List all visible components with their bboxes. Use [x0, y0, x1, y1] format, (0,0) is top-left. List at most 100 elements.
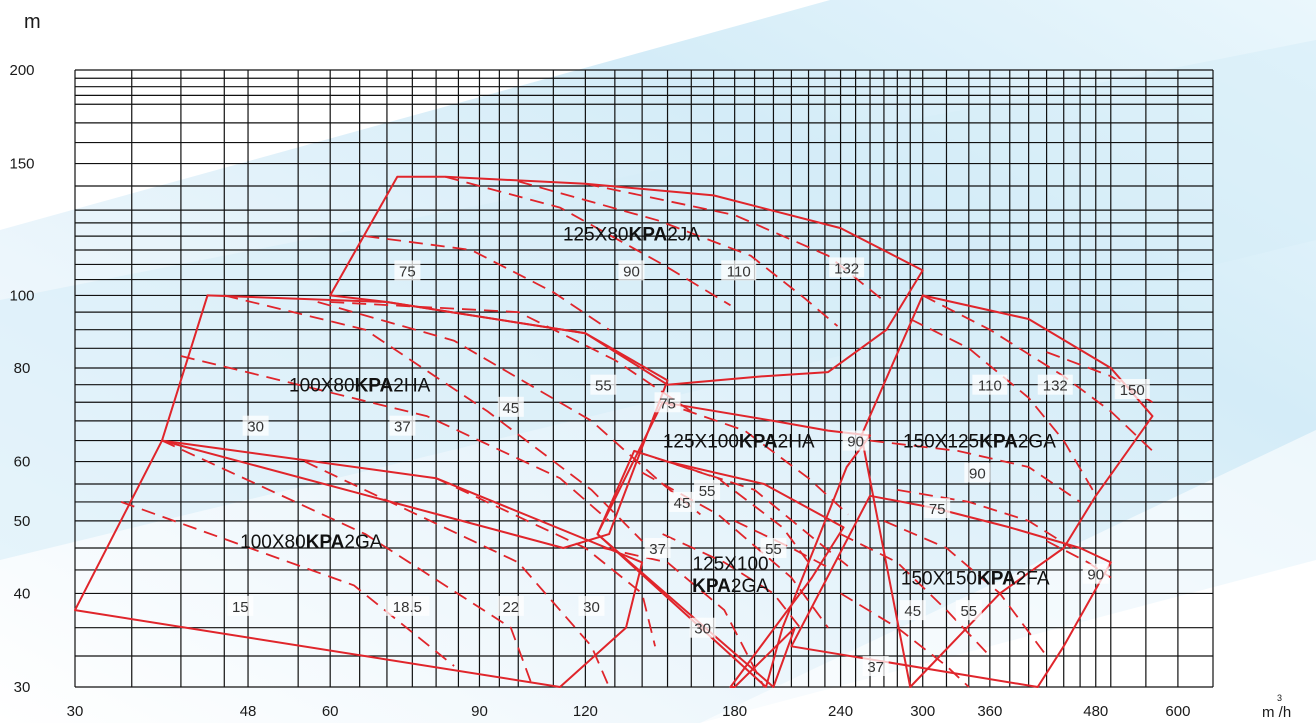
power-label-bg [578, 595, 605, 616]
power-label: 15 [232, 599, 249, 616]
y-tick-label: 60 [14, 454, 31, 471]
power-curve-100x80kpa2ga [435, 477, 656, 647]
power-curve-150x125kpa2ga [869, 439, 1081, 503]
pump-label-125x80kpa2ja: 125X80KPA2JA [563, 224, 700, 245]
grid [74, 69, 1214, 688]
power-label: 37 [394, 419, 411, 436]
power-label: 75 [399, 263, 416, 280]
power-label-bg [964, 462, 991, 483]
power-curve-100x80kpa2ga [304, 460, 610, 688]
y-axis-label: m [24, 11, 41, 33]
x-axis-unit: m /h 3 [1262, 693, 1291, 721]
y-tick-label: 80 [14, 360, 31, 377]
power-curve-125x100kpa2ga [662, 533, 801, 629]
power-label: 37 [649, 541, 666, 558]
power-curve-125x100kpa2ga [734, 520, 834, 571]
power-curve-125x80kpa2ja [365, 235, 610, 331]
power-label: 55 [595, 378, 612, 395]
power-label: 110 [978, 378, 1002, 395]
pump-label-150x150kpa2fa: 150X150KPA2FA [901, 569, 1050, 590]
pump-label-100x80kpa2ha: 100X80KPA2HA [289, 376, 431, 397]
power-label-bg [242, 415, 269, 436]
power-label: 75 [929, 501, 946, 518]
power-curve-150x125kpa2ga [897, 489, 1073, 549]
x-tick-label: 300 [910, 703, 935, 720]
axis-ticks: 30 48 60 90 120 180 240 300 360 480 600 30 40 50 60 80 1… [9, 62, 1190, 720]
x-tick-label: 30 [67, 703, 84, 720]
power-label: 30 [694, 621, 711, 638]
power-label-bg [862, 656, 889, 677]
power-label-bg [497, 595, 524, 616]
power-label: 132 [1043, 378, 1068, 395]
power-curve-150x150kpa2fa [840, 533, 991, 657]
outline-100x80kpa2ha [161, 294, 669, 549]
x-tick-label: 600 [1165, 703, 1190, 720]
power-curve-100x80kpa2ga [120, 501, 455, 667]
power-curve-100x80kpa2ha [317, 301, 701, 516]
power-label-bg [924, 498, 951, 519]
power-label: 45 [674, 495, 691, 512]
pump-outlines [74, 175, 1154, 688]
power-label-bg [955, 600, 982, 621]
power-label: 132 [834, 260, 859, 277]
power-label: 45 [904, 603, 921, 620]
pump-label-125x100kpa2ga-line2: KPA2GA [692, 576, 769, 597]
svg-text:3: 3 [1277, 693, 1282, 703]
power-label: 90 [847, 434, 864, 451]
outline-150x150kpa2fa [790, 494, 1112, 688]
power-label: 18.5 [393, 599, 422, 616]
y-tick-label: 150 [9, 156, 34, 173]
power-label-bg [1037, 374, 1073, 395]
outline-125x80kpa2ja [329, 175, 924, 386]
outline-125x100kpa2ga [596, 449, 845, 688]
x-tick-label: 180 [722, 703, 747, 720]
power-curve-150x150kpa2fa [840, 592, 970, 688]
power-curve-125x100kpa2ga [667, 460, 854, 571]
y-tick-label: 200 [9, 62, 34, 79]
x-tick-label: 90 [471, 703, 488, 720]
power-label: 110 [727, 263, 751, 280]
power-label-bg [694, 479, 721, 500]
power-curve-150x150kpa2fa [1046, 540, 1112, 579]
pump-label-150x125kpa2ga: 150X125KPA2GA [903, 432, 1056, 453]
pump-label-125x100kpa2ga: 125X100 [693, 554, 769, 575]
power-label: 55 [960, 603, 977, 620]
power-label-bg [829, 257, 865, 278]
power-label-bg [760, 537, 787, 558]
power-curve-125x80kpa2ja [518, 180, 839, 327]
power-curve-100x80kpa2ga [161, 439, 534, 688]
power-curve-150x125kpa2ga [909, 318, 1094, 491]
pump-label-100x80kpa2ga: 100X80KPA2GA [240, 532, 383, 553]
power-label-bg [654, 392, 681, 413]
power-label: 22 [502, 599, 519, 616]
power-curve-150x150kpa2fa [883, 520, 1048, 657]
power-label-bg [842, 430, 869, 451]
x-tick-label: 360 [977, 703, 1002, 720]
power-label: 55 [699, 483, 716, 500]
power-label-bg [899, 600, 926, 621]
power-label-bg [497, 396, 524, 417]
pump-labels: 15 18.5 22 30 100X80KPA2GA 30 37 45 55 100X80KPA2… [227, 224, 1150, 677]
power-label: 37 [867, 659, 884, 676]
power-curve-125x100kpa2ga [603, 547, 765, 688]
power-label-bg [721, 260, 757, 281]
power-curve-125x80kpa2ja [444, 175, 731, 307]
power-label-bg [389, 415, 416, 436]
power-label-bg [618, 260, 645, 281]
pump-label-125x100kpa2ha: 125X100KPA2HA [663, 432, 815, 453]
power-label-bg [227, 595, 254, 616]
power-label: 90 [1087, 567, 1104, 584]
x-tick-label: 240 [828, 703, 853, 720]
power-label-bg [394, 260, 421, 281]
y-tick-label: 100 [9, 287, 34, 304]
y-tick-label: 50 [14, 513, 31, 530]
power-label-bg [972, 374, 1008, 395]
power-label: 90 [969, 466, 986, 483]
power-label: 55 [765, 541, 782, 558]
x-tick-label: 120 [573, 703, 598, 720]
x-tick-label: 48 [240, 703, 257, 720]
outline-125x100kpa2ha [596, 401, 871, 688]
x-tick-label: 480 [1083, 703, 1108, 720]
power-curves [120, 175, 1154, 688]
power-label-bg [590, 374, 617, 395]
